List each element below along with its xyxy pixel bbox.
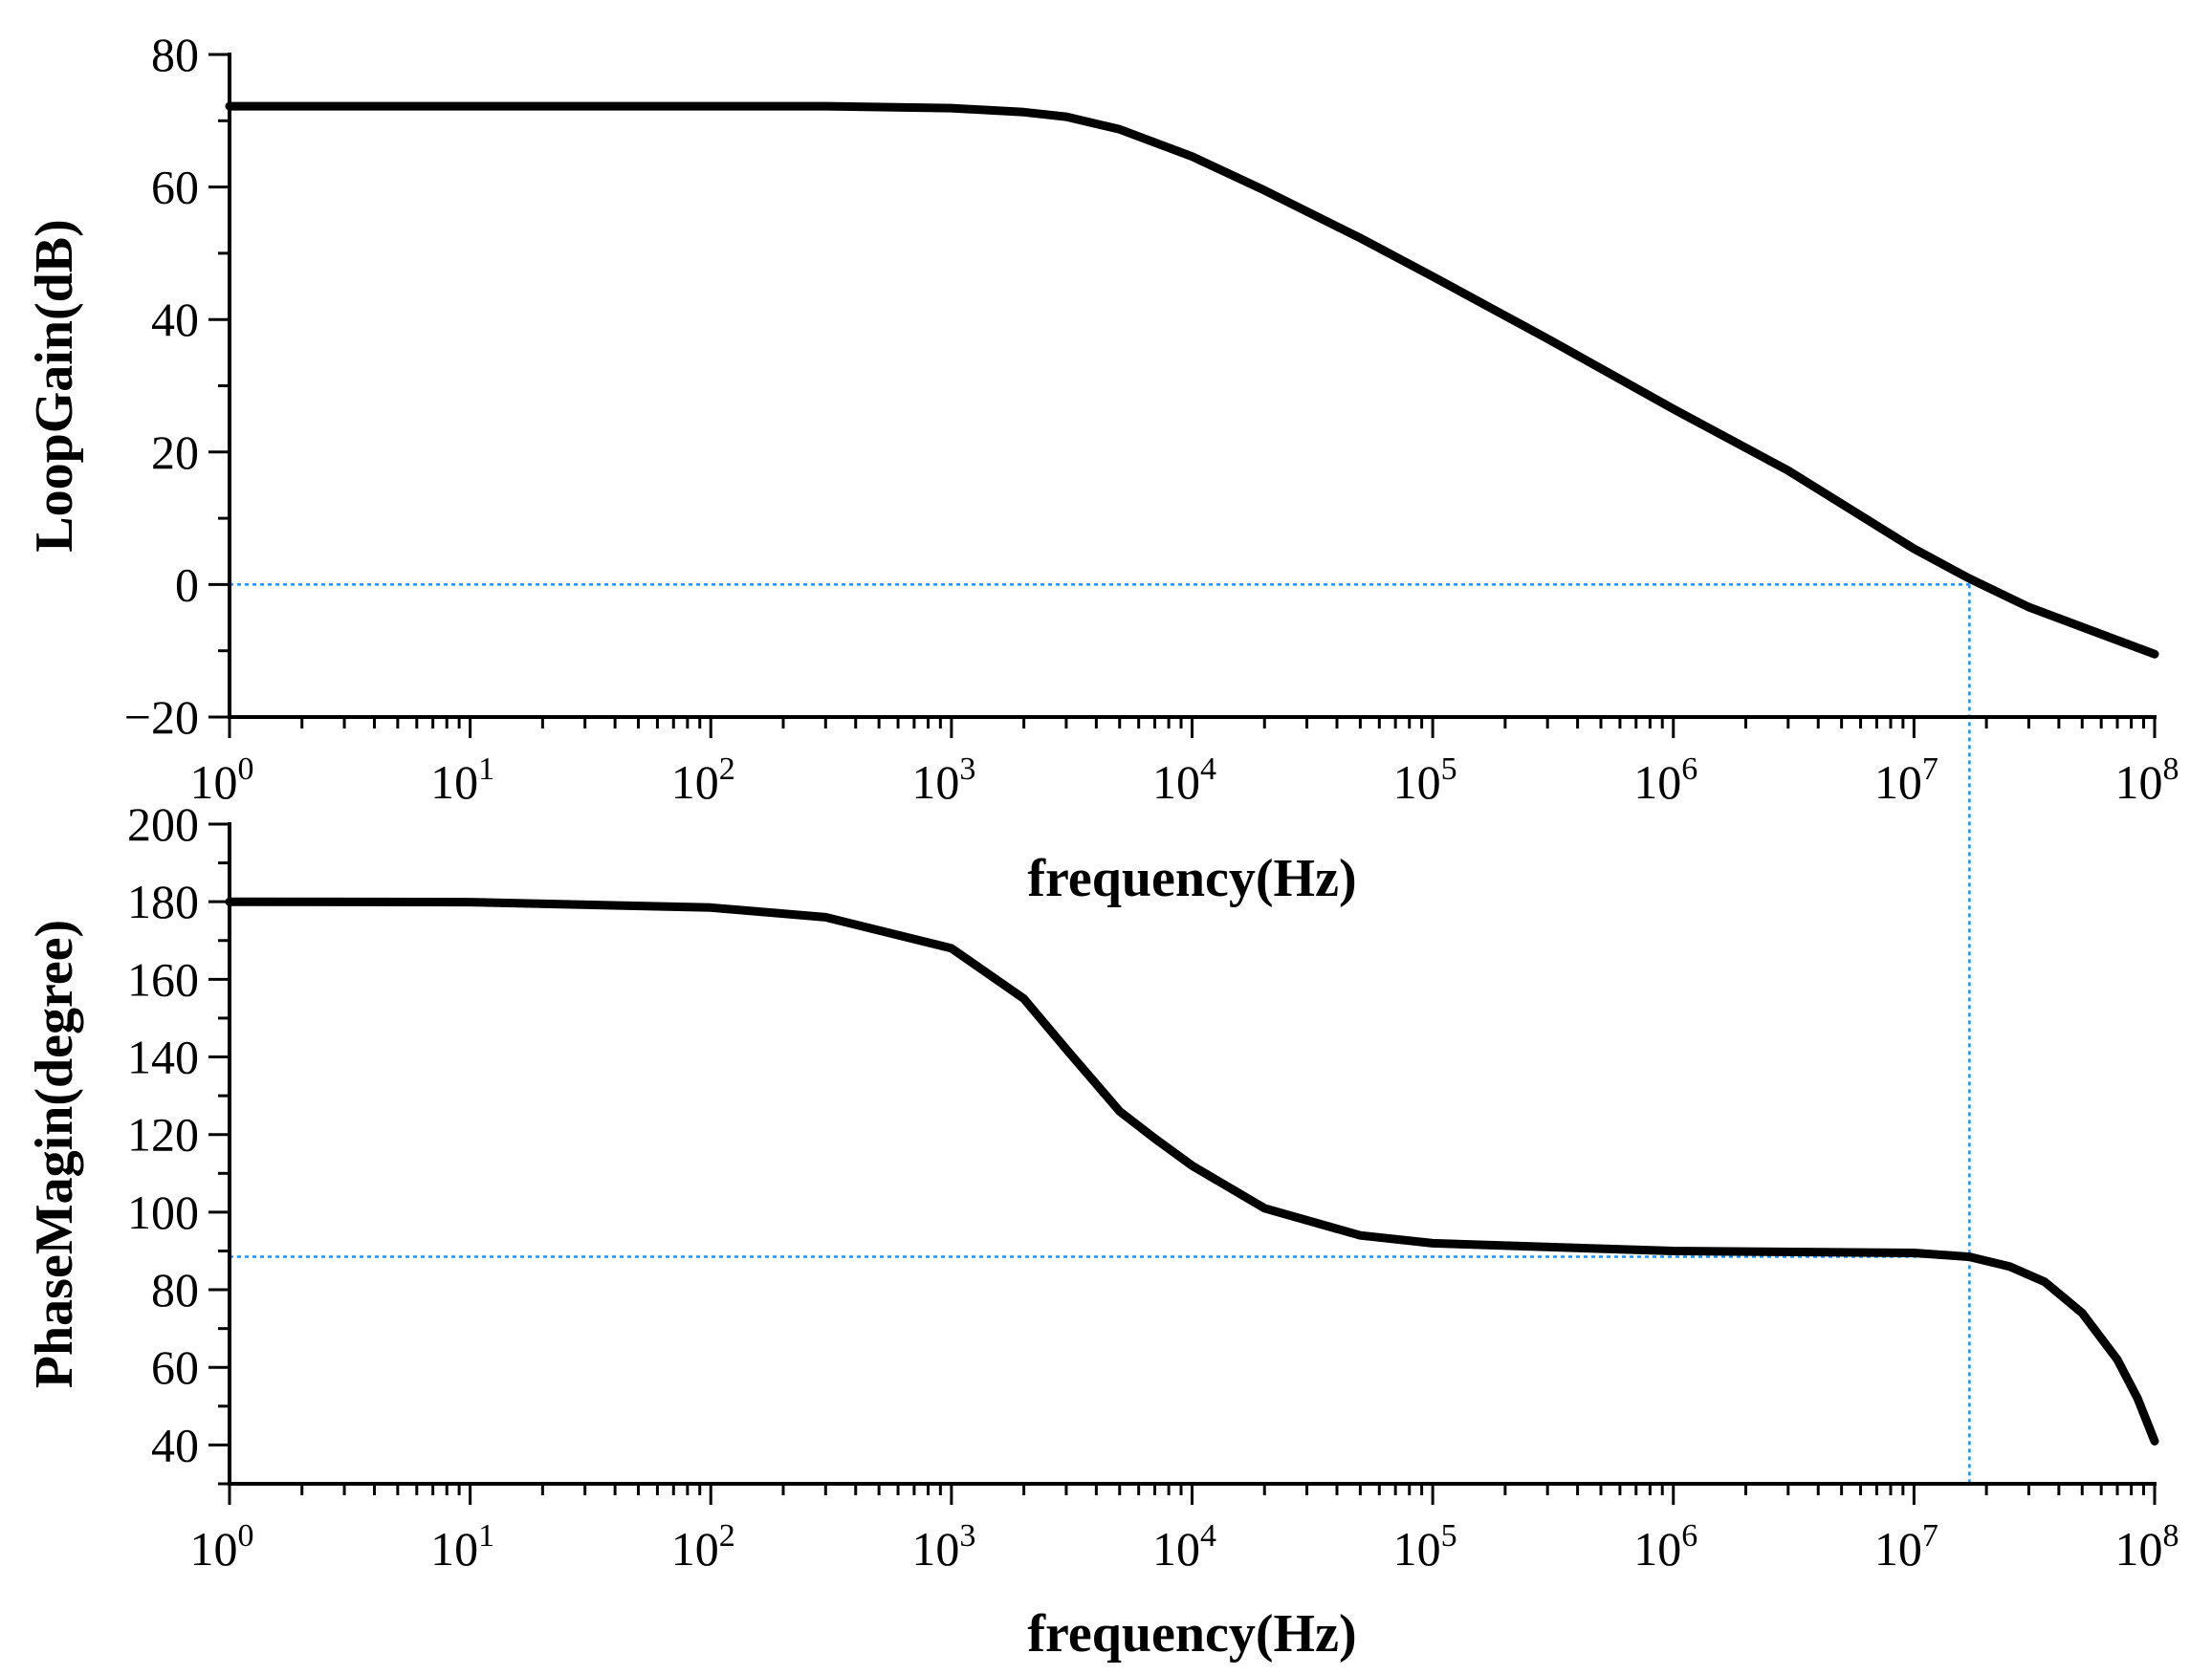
x-tick-label: 100 [190,751,254,809]
x-tick-label: 100 [190,1518,254,1576]
y-tick-label: 40 [151,293,199,346]
x-tick-label: 107 [1874,751,1938,809]
series-line-1 [225,897,2159,1446]
x-tick-label: 104 [1152,751,1216,809]
y-tick-label: 0 [175,557,199,611]
x-tick-label: 108 [2115,751,2179,809]
x-tick-label: 104 [1152,1518,1216,1576]
x-axis-title: frequency(Hz) [1027,849,1356,908]
y-tick-label: 60 [151,161,199,214]
y-axis-title: PhaseMagin(degree) [25,920,84,1388]
series-line-0 [225,101,2159,659]
x-tick-label: 105 [1393,1518,1457,1576]
x-tick-label: 107 [1874,1518,1938,1576]
x-tick-label: 106 [1633,751,1697,809]
x-tick-label: 102 [671,751,735,809]
x-tick-label: 101 [430,1518,494,1576]
y-tick-label: 140 [127,1031,199,1084]
phase-margin-panel: 200 180 160 140 120 100 80 60 40 100 101 102 103 104 1… [25,797,2179,1664]
y-tick-label: 160 [127,952,199,1006]
y-tick-label: 20 [151,425,199,479]
x-axis-title: frequency(Hz) [1027,1604,1356,1664]
x-tick-label: 106 [1633,1518,1697,1576]
y-axis-title: LoopGain(dB) [25,219,84,553]
x-tick-label: 101 [430,751,494,809]
x-tick-label: 103 [911,1518,975,1576]
y-tick-label: 100 [127,1186,199,1239]
x-tick-label: 105 [1393,751,1457,809]
y-tick-label: 60 [151,1340,199,1394]
y-tick-label: 80 [151,28,199,81]
x-tick-label: 102 [671,1518,735,1576]
x-tick-label: 103 [911,751,975,809]
y-tick-label: −20 [124,690,199,744]
y-tick-label: 40 [151,1418,199,1471]
y-tick-label: 200 [127,797,199,851]
x-tick-label: 108 [2115,1518,2179,1576]
y-tick-label: 120 [127,1108,199,1162]
y-tick-label: 80 [151,1263,199,1316]
y-tick-label: 180 [127,875,199,928]
